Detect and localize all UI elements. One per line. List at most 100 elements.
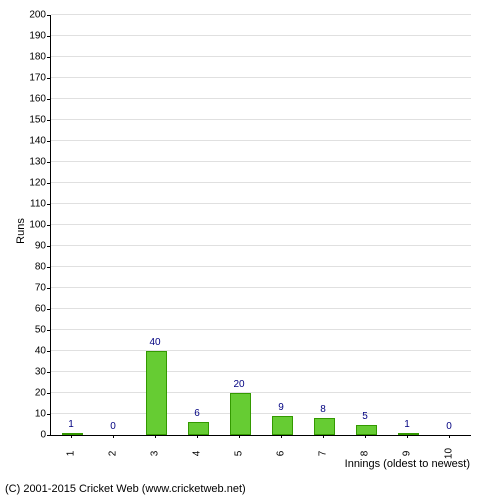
y-tick-mark <box>47 246 50 247</box>
bar-value-label: 20 <box>233 379 244 390</box>
bar <box>398 433 419 435</box>
y-tick-label: 80 <box>35 262 46 273</box>
x-tick-label: 4 <box>192 451 203 457</box>
y-tick-label: 150 <box>29 115 46 126</box>
gridline <box>51 224 471 225</box>
y-tick-label: 200 <box>29 10 46 21</box>
x-tick-label: 7 <box>318 451 329 457</box>
y-tick-label: 70 <box>35 283 46 294</box>
x-tick-label: 1 <box>66 451 77 457</box>
y-tick-label: 120 <box>29 178 46 189</box>
y-tick-mark <box>47 330 50 331</box>
gridline <box>51 56 471 57</box>
gridline <box>51 203 471 204</box>
chart-container: Runs Innings (oldest to newest) (C) 2001… <box>0 0 500 500</box>
y-tick-mark <box>47 141 50 142</box>
y-tick-mark <box>47 225 50 226</box>
y-tick-mark <box>47 351 50 352</box>
x-tick-mark <box>449 435 450 438</box>
bar-value-label: 0 <box>446 421 452 432</box>
gridline <box>51 245 471 246</box>
y-tick-mark <box>47 99 50 100</box>
y-tick-label: 130 <box>29 157 46 168</box>
gridline <box>51 77 471 78</box>
y-tick-label: 170 <box>29 73 46 84</box>
bar <box>230 393 251 435</box>
x-tick-mark <box>155 435 156 438</box>
y-tick-mark <box>47 78 50 79</box>
bar <box>188 422 209 435</box>
gridline <box>51 14 471 15</box>
y-axis-label: Runs <box>15 218 27 244</box>
bar <box>314 418 335 435</box>
y-tick-mark <box>47 267 50 268</box>
y-tick-label: 180 <box>29 52 46 63</box>
y-tick-label: 50 <box>35 325 46 336</box>
x-tick-mark <box>365 435 366 438</box>
bar-value-label: 6 <box>194 408 200 419</box>
bar-value-label: 1 <box>404 419 410 430</box>
x-tick-label: 10 <box>444 448 455 459</box>
x-tick-label: 6 <box>276 451 287 457</box>
gridline <box>51 350 471 351</box>
y-tick-mark <box>47 120 50 121</box>
y-tick-label: 60 <box>35 304 46 315</box>
x-tick-label: 5 <box>234 451 245 457</box>
x-tick-mark <box>323 435 324 438</box>
gridline <box>51 329 471 330</box>
bar-value-label: 8 <box>320 404 326 415</box>
y-tick-label: 90 <box>35 241 46 252</box>
y-tick-label: 140 <box>29 136 46 147</box>
y-tick-label: 100 <box>29 220 46 231</box>
x-tick-label: 9 <box>402 451 413 457</box>
y-tick-label: 190 <box>29 31 46 42</box>
x-tick-mark <box>407 435 408 438</box>
bar-value-label: 1 <box>68 419 74 430</box>
bar <box>146 351 167 435</box>
x-axis-label: Innings (oldest to newest) <box>345 458 470 470</box>
gridline <box>51 287 471 288</box>
x-tick-mark <box>71 435 72 438</box>
y-tick-mark <box>47 36 50 37</box>
gridline <box>51 161 471 162</box>
gridline <box>51 98 471 99</box>
bar-value-label: 9 <box>278 402 284 413</box>
y-tick-mark <box>47 57 50 58</box>
x-tick-mark <box>113 435 114 438</box>
y-tick-mark <box>47 372 50 373</box>
y-tick-label: 0 <box>40 430 46 441</box>
y-tick-mark <box>47 162 50 163</box>
chart-plot-area <box>50 15 471 436</box>
x-tick-label: 3 <box>150 451 161 457</box>
gridline <box>51 308 471 309</box>
y-tick-label: 40 <box>35 346 46 357</box>
bar <box>272 416 293 435</box>
bar-value-label: 5 <box>362 411 368 422</box>
x-tick-mark <box>239 435 240 438</box>
gridline <box>51 182 471 183</box>
gridline <box>51 392 471 393</box>
y-tick-mark <box>47 393 50 394</box>
gridline <box>51 371 471 372</box>
x-tick-mark <box>197 435 198 438</box>
y-tick-mark <box>47 204 50 205</box>
y-tick-mark <box>47 288 50 289</box>
gridline <box>51 35 471 36</box>
x-tick-label: 2 <box>108 451 119 457</box>
y-tick-mark <box>47 183 50 184</box>
y-tick-label: 30 <box>35 367 46 378</box>
y-tick-mark <box>47 309 50 310</box>
x-tick-mark <box>281 435 282 438</box>
y-tick-mark <box>47 15 50 16</box>
x-tick-label: 8 <box>360 451 371 457</box>
bar <box>62 433 83 435</box>
gridline <box>51 140 471 141</box>
copyright-text: (C) 2001-2015 Cricket Web (www.cricketwe… <box>5 483 246 495</box>
y-tick-label: 160 <box>29 94 46 105</box>
bar-value-label: 0 <box>110 421 116 432</box>
y-tick-label: 20 <box>35 388 46 399</box>
bar <box>356 425 377 436</box>
gridline <box>51 266 471 267</box>
y-tick-label: 10 <box>35 409 46 420</box>
y-tick-mark <box>47 435 50 436</box>
